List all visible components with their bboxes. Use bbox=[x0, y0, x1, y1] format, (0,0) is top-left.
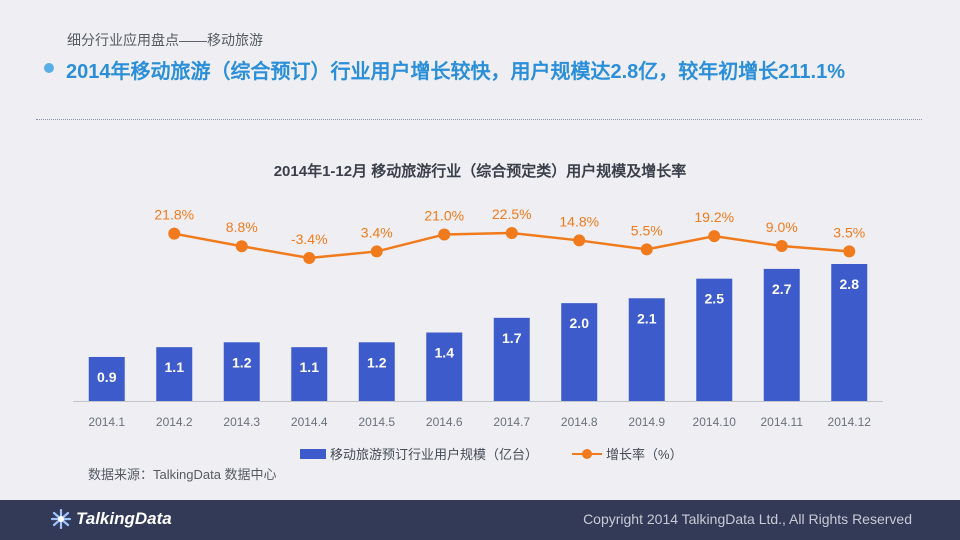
logo-icon bbox=[50, 509, 72, 529]
chart-title: 2014年1-12月 移动旅游行业（综合预定类）用户规模及增长率 bbox=[273, 163, 687, 180]
x-tick-label: 2014.3 bbox=[223, 415, 260, 429]
bar-2014.3 bbox=[223, 342, 260, 401]
page-headline: 2014年移动旅游（综合预订）行业用户增长较快，用户规模达2.8亿，较年初增长2… bbox=[66, 61, 846, 83]
bar-2014.6 bbox=[426, 332, 463, 401]
bar-label: 2.0 bbox=[570, 315, 590, 331]
growth-point bbox=[303, 252, 316, 264]
growth-label: 8.8% bbox=[226, 219, 258, 235]
growth-point bbox=[168, 227, 181, 240]
combo-chart: 0.9 2014.1 1.1 2014.2 1.2 2014.3 1.1 2014.4 1.2 2… bbox=[73, 206, 883, 429]
growth-point bbox=[775, 240, 788, 253]
logo-text: TalkingData bbox=[76, 509, 172, 528]
bar-2014.7 bbox=[493, 317, 530, 401]
footer: TalkingData Copyright 2014 TalkingData L… bbox=[0, 500, 960, 540]
growth-label: 19.2% bbox=[694, 209, 734, 225]
x-tick-label: 2014.6 bbox=[426, 415, 463, 429]
legend-bar-swatch bbox=[300, 448, 326, 459]
talkingdata-logo: TalkingData bbox=[50, 509, 172, 529]
growth-point bbox=[708, 230, 721, 243]
data-source: 数据来源：TalkingData 数据中心 bbox=[88, 467, 277, 482]
x-tick-label: 2014.2 bbox=[156, 415, 193, 429]
copyright: Copyright 2014 TalkingData Ltd., All Rig… bbox=[583, 511, 912, 527]
growth-label: 5.5% bbox=[631, 222, 663, 238]
growth-point bbox=[843, 245, 856, 258]
x-tick-label: 2014.9 bbox=[628, 415, 665, 429]
bar-2014.4 bbox=[291, 347, 328, 401]
x-tick-label: 2014.1 bbox=[88, 415, 125, 429]
x-tick-label: 2014.5 bbox=[358, 415, 395, 429]
growth-point bbox=[640, 243, 653, 256]
growth-point bbox=[235, 240, 248, 253]
x-tick-label: 2014.7 bbox=[493, 415, 530, 429]
bar-label: 2.1 bbox=[637, 310, 657, 326]
x-tick-label: 2014.8 bbox=[561, 415, 598, 429]
growth-label: 22.5% bbox=[492, 206, 532, 222]
bar-label: 2.8 bbox=[840, 276, 860, 292]
x-tick-label: 2014.10 bbox=[693, 415, 737, 429]
x-tick-label: 2014.11 bbox=[761, 415, 804, 429]
growth-label: 9.0% bbox=[766, 219, 798, 235]
bar-2014.10 bbox=[696, 278, 733, 401]
bar-label: 1.1 bbox=[165, 359, 185, 375]
growth-point bbox=[370, 245, 383, 258]
x-tick-label: 2014.4 bbox=[291, 415, 328, 429]
headline-bullet bbox=[44, 63, 54, 73]
bar-label: 0.9 bbox=[97, 369, 117, 385]
bar-label: 1.2 bbox=[367, 354, 387, 370]
legend-line-swatch bbox=[572, 447, 603, 461]
legend-bar-label: 移动旅游预订行业用户规模（亿台） bbox=[330, 447, 539, 462]
dotted-divider bbox=[36, 119, 922, 120]
bar-2014.5 bbox=[358, 342, 395, 401]
bar-label: 2.5 bbox=[705, 291, 725, 307]
bar-2014.11 bbox=[763, 268, 800, 401]
bar-label: 1.4 bbox=[435, 345, 455, 361]
growth-point bbox=[438, 228, 451, 241]
bar-2014.8 bbox=[561, 303, 598, 401]
growth-point bbox=[573, 234, 586, 247]
bar-2014.12 bbox=[831, 264, 868, 401]
bar-label: 1.1 bbox=[300, 359, 320, 375]
chart-legend: 移动旅游预订行业用户规模（亿台） 增长率（%） bbox=[300, 444, 683, 463]
bar-label: 1.7 bbox=[502, 330, 522, 346]
x-tick-label: 2014.12 bbox=[828, 415, 872, 429]
bar-2014.2 bbox=[156, 347, 193, 401]
growth-label: -3.4% bbox=[291, 231, 328, 247]
growth-label: 21.0% bbox=[424, 207, 464, 223]
growth-point bbox=[505, 227, 518, 239]
growth-label: 14.8% bbox=[559, 213, 599, 229]
growth-label: 21.8% bbox=[154, 207, 194, 223]
bar-2014.1 bbox=[88, 356, 125, 401]
bar-2014.9 bbox=[628, 298, 665, 401]
legend-line-label: 增长率（%） bbox=[606, 447, 683, 462]
bar-label: 1.2 bbox=[232, 354, 252, 370]
growth-label: 3.4% bbox=[361, 224, 393, 240]
bar-label: 2.7 bbox=[772, 281, 792, 297]
growth-label: 3.5% bbox=[833, 224, 865, 240]
breadcrumb: 细分行业应用盘点——移动旅游 bbox=[67, 32, 263, 48]
